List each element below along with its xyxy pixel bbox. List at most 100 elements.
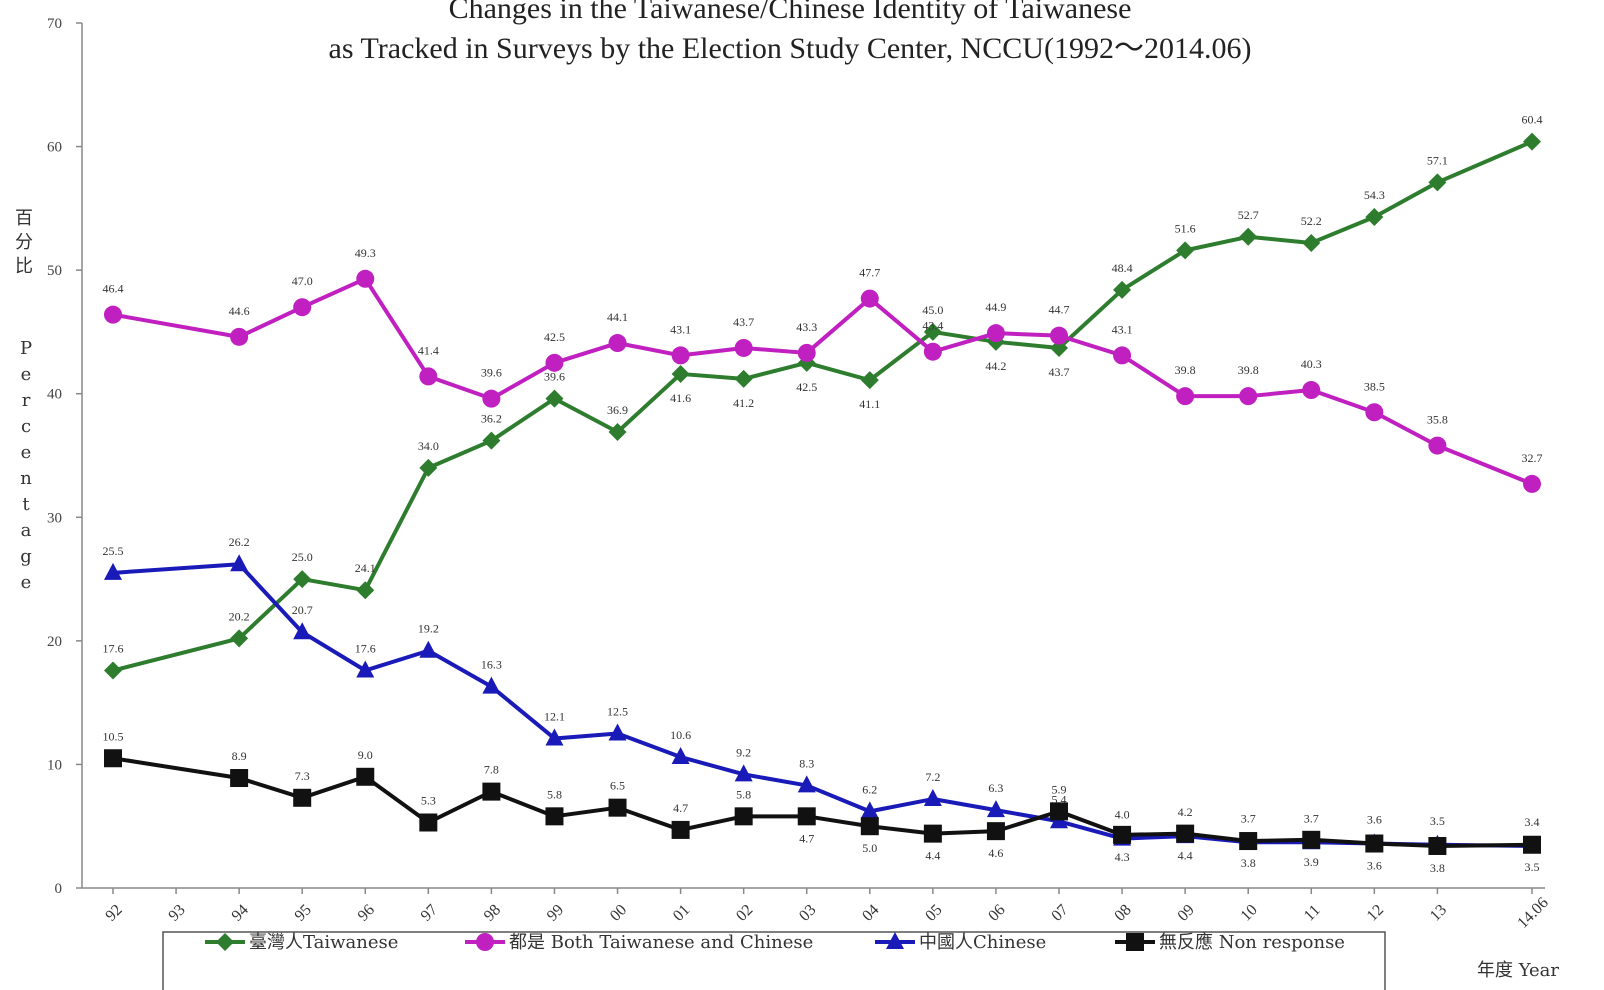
y-tick-label: 50 [47, 263, 62, 279]
x-tick-label: 08 [1111, 901, 1134, 924]
data-label: 3.4 [1525, 815, 1540, 829]
data-label: 4.3 [1115, 850, 1130, 864]
data-label: 5.8 [547, 787, 562, 801]
y-tick-label: 10 [47, 757, 62, 773]
data-point [545, 807, 564, 826]
x-tick-label: 04 [859, 901, 882, 924]
data-label: 47.7 [859, 266, 880, 280]
data-label: 41.6 [670, 391, 691, 405]
data-point [608, 423, 627, 442]
x-tick-label: 94 [229, 901, 252, 924]
data-label: 7.3 [295, 769, 310, 783]
data-point [419, 458, 438, 477]
data-point [923, 824, 942, 843]
data-point [734, 807, 753, 826]
data-point [1050, 326, 1068, 345]
data-label: 52.2 [1301, 214, 1322, 228]
data-point [734, 369, 753, 388]
data-label: 41.1 [859, 397, 880, 411]
data-label: 8.9 [232, 749, 247, 763]
data-point [419, 813, 438, 832]
data-label: 41.4 [418, 343, 439, 357]
data-label: 39.6 [481, 366, 502, 380]
data-point [860, 289, 879, 308]
data-point [356, 767, 375, 786]
data-point [1176, 241, 1195, 260]
data-label: 26.2 [229, 535, 250, 549]
data-label: 39.8 [1238, 363, 1259, 377]
data-label: 47.0 [292, 274, 313, 288]
data-label: 5.9 [1052, 782, 1067, 796]
legend-label: 中國人Chinese [919, 932, 1046, 953]
data-point [923, 342, 942, 361]
data-label: 57.1 [1427, 153, 1448, 167]
data-label: 4.2 [1178, 805, 1193, 819]
data-label: 41.2 [733, 396, 754, 410]
data-label: 52.7 [1238, 208, 1259, 222]
data-point [419, 640, 438, 658]
data-label: 4.7 [799, 831, 814, 845]
data-label: 39.8 [1175, 363, 1196, 377]
data-point [860, 801, 879, 819]
data-point [1176, 387, 1195, 406]
data-label: 6.2 [862, 782, 877, 796]
chart-subtitle: as Tracked in Surveys by the Election St… [329, 32, 1252, 65]
data-label: 43.7 [1049, 365, 1070, 379]
data-point [608, 798, 627, 817]
data-label: 12.1 [544, 709, 565, 723]
data-label: 51.6 [1175, 221, 1196, 235]
data-point [797, 343, 816, 362]
y-label-char: 分 [15, 232, 33, 253]
data-point [671, 820, 690, 839]
data-label: 43.1 [1112, 322, 1133, 336]
data-point [482, 431, 501, 450]
data-label: 54.3 [1364, 188, 1385, 202]
data-label: 5.0 [862, 841, 877, 855]
y-label-char: e [21, 364, 32, 385]
data-label: 5.3 [421, 794, 436, 808]
data-label: 4.4 [925, 849, 940, 863]
data-label: 24.1 [355, 561, 376, 575]
data-point [923, 322, 942, 341]
data-label: 44.1 [607, 310, 628, 324]
x-tick-label: 98 [481, 901, 504, 924]
y-tick-label: 0 [55, 881, 63, 897]
data-label: 3.5 [1525, 860, 1540, 874]
x-tick-label: 09 [1175, 901, 1198, 924]
data-point [356, 269, 375, 288]
data-point [1113, 346, 1132, 365]
data-point [986, 324, 1005, 343]
y-axis-ticks: 0 10 20 30 40 50 60 70 [47, 16, 82, 897]
data-label: 42.5 [544, 330, 565, 344]
y-tick-label: 20 [47, 634, 62, 650]
y-label-char: e [21, 442, 32, 463]
data-label: 6.3 [988, 781, 1003, 795]
data-label: 3.7 [1241, 811, 1256, 825]
x-tick-label: 12 [1364, 901, 1387, 924]
x-tick-label: 00 [607, 901, 630, 924]
data-label: 3.8 [1241, 856, 1256, 870]
data-point [671, 364, 690, 383]
data-point [230, 769, 249, 788]
data-point [734, 764, 753, 782]
y-tick-label: 30 [47, 510, 62, 526]
y-label-char: 百 [15, 208, 33, 229]
data-label: 42.5 [796, 380, 817, 394]
data-label: 3.8 [1430, 861, 1445, 875]
legend-box [162, 931, 1386, 990]
data-label: 40.3 [1301, 357, 1322, 371]
data-point [860, 371, 879, 390]
data-point [797, 807, 816, 826]
legend-label: 都是 Both Taiwanese and Chinese [509, 932, 813, 953]
data-point [608, 334, 627, 353]
data-label: 7.2 [925, 770, 940, 784]
data-label: 20.2 [229, 609, 250, 623]
legend-marker [886, 932, 904, 949]
data-point [1239, 387, 1258, 406]
legend-item: 無反應 Non response [1115, 931, 1345, 953]
data-label: 3.7 [1304, 811, 1319, 825]
x-tick-label: 95 [292, 901, 315, 924]
y-label-char: c [21, 416, 31, 437]
legend-item: 都是 Both Taiwanese and Chinese [465, 932, 813, 953]
